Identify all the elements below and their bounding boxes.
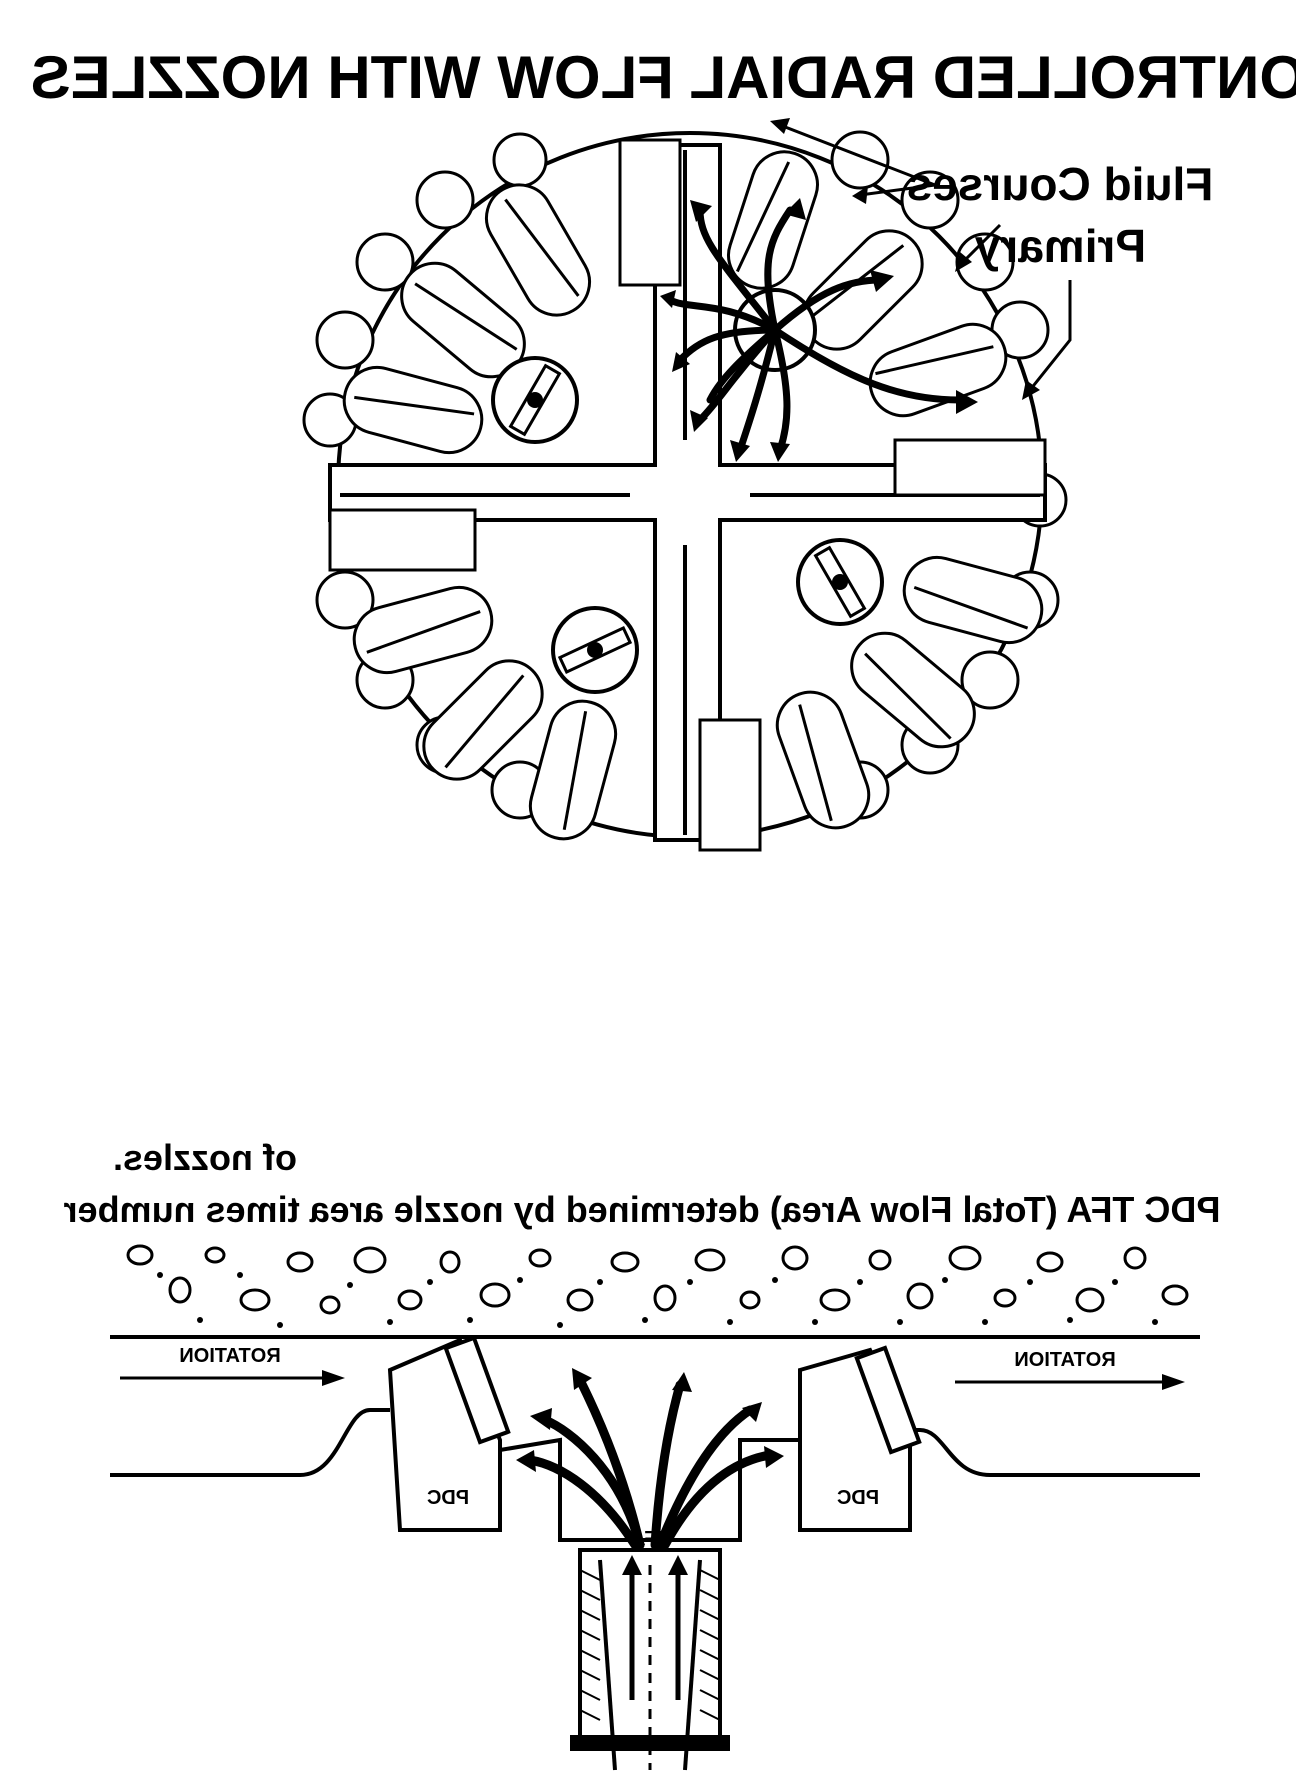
title: CONTROLLED RADIAL FLOW WITH NOZZLES <box>31 44 1296 111</box>
bit-body-profile <box>110 1408 1200 1542</box>
nozzle-jet-arrowheads <box>622 1555 688 1575</box>
nozzles <box>491 288 884 694</box>
gauge-pads <box>328 138 1047 852</box>
nozzle-lower-right <box>796 538 884 626</box>
label-primary: Primary <box>974 220 1146 272</box>
formation-rock <box>110 1244 1200 1339</box>
flow-fan-arrows <box>525 1375 775 1550</box>
flow-fan-arrowheads <box>516 1368 784 1472</box>
rotation-right: ROTATION <box>955 1349 1185 1390</box>
cross-section: PDC TFA (Total Flow Area) determined by … <box>64 1137 1221 1771</box>
radial-flow-arrowheads <box>660 198 978 462</box>
cutters-upper-right <box>727 150 1008 418</box>
pdc-cutter-right: PDC <box>798 1345 922 1532</box>
cutter-right-label: PDC <box>837 1487 879 1509</box>
cutters-lower-right <box>775 555 1044 830</box>
label-fluid-courses: Fluid Courses <box>907 158 1214 210</box>
pdc-cutter-left: PDC <box>387 1335 511 1532</box>
caption-line2: of nozzles. <box>113 1137 297 1178</box>
nozzle-lower-left <box>551 606 639 694</box>
radial-flow-arrows <box>666 206 964 454</box>
rotation-left-label: ROTATION <box>179 1345 280 1367</box>
rotation-left: ROTATION <box>120 1345 345 1386</box>
nozzle-jet-arrows <box>629 1565 681 1700</box>
rotation-right-label: ROTATION <box>1014 1349 1115 1371</box>
caption-line1: PDC TFA (Total Flow Area) determined by … <box>64 1189 1221 1230</box>
cutters-lower-left <box>352 585 618 841</box>
cutter-left-label: PDC <box>427 1487 469 1509</box>
nozzle-retainer <box>570 1735 730 1751</box>
nozzle-upper-left <box>491 356 579 444</box>
bit-face: Fluid Courses Primary <box>302 118 1214 852</box>
nozzle-body <box>578 1548 722 1771</box>
cutters-upper-left <box>342 183 591 455</box>
fluid-courses-pointers <box>770 118 1072 400</box>
